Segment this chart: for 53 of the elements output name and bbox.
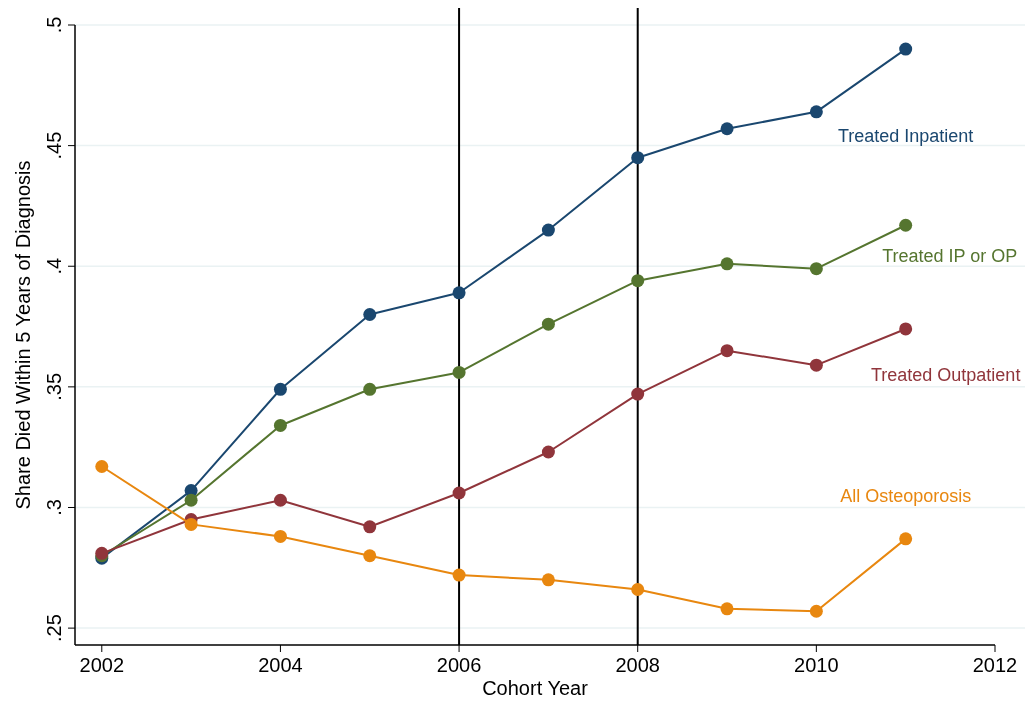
- point: [363, 549, 377, 563]
- point: [899, 322, 913, 336]
- point: [541, 223, 555, 237]
- point: [631, 151, 645, 165]
- point: [899, 218, 913, 232]
- point: [452, 365, 466, 379]
- point: [631, 387, 645, 401]
- point: [452, 286, 466, 300]
- text: All Osteoporosis: [840, 485, 972, 506]
- y-tick-label: .25: [43, 614, 65, 643]
- point: [273, 529, 287, 543]
- y-tick-label: .45: [43, 131, 65, 160]
- point: [541, 573, 555, 587]
- point: [809, 105, 823, 119]
- point: [720, 344, 734, 358]
- point: [541, 445, 555, 459]
- point: [541, 317, 555, 331]
- x-tick-label: 2010: [794, 654, 839, 676]
- point: [899, 42, 913, 56]
- point: [363, 382, 377, 396]
- x-tick-label: 2006: [436, 654, 482, 676]
- x-tick-label: 2004: [258, 654, 303, 676]
- series-label: Treated IP or OP: [882, 245, 1018, 266]
- x-tick-label: 2012: [972, 654, 1018, 676]
- x-tick-label: 2002: [79, 654, 125, 676]
- point: [273, 493, 287, 507]
- point: [720, 257, 734, 271]
- point: [631, 583, 645, 597]
- series-label: Treated Inpatient: [837, 125, 974, 146]
- y-tick-label: .4: [43, 257, 65, 275]
- series-label: Treated Outpatient: [870, 364, 1021, 385]
- point: [452, 486, 466, 500]
- point: [184, 493, 198, 507]
- point: [184, 517, 198, 531]
- point: [631, 274, 645, 288]
- point: [273, 418, 287, 432]
- point: [452, 568, 466, 582]
- y-tick-label: .3: [43, 499, 65, 516]
- point: [273, 382, 287, 396]
- point: [95, 459, 109, 473]
- y-tick-label: .35: [43, 372, 65, 401]
- point: [720, 122, 734, 136]
- point: [899, 532, 913, 546]
- point: [809, 604, 823, 618]
- y-axis-title: Share Died Within 5 Years of Diagnosis: [12, 160, 34, 510]
- x-tick-label: 2008: [615, 654, 660, 676]
- point: [363, 307, 377, 321]
- y-tick-label: .5: [43, 16, 65, 34]
- point: [809, 262, 823, 276]
- point: [809, 358, 823, 372]
- point: [363, 520, 377, 534]
- point: [720, 602, 734, 616]
- x-axis-title: Cohort Year: [482, 677, 589, 699]
